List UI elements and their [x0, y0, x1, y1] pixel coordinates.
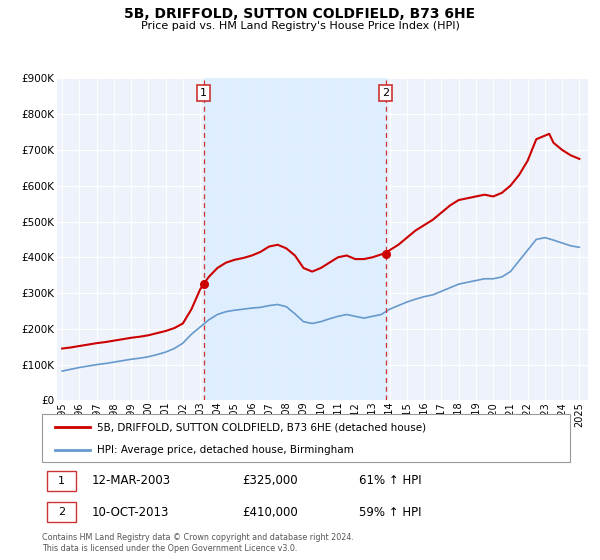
Text: HPI: Average price, detached house, Birmingham: HPI: Average price, detached house, Birm… [97, 445, 354, 455]
Text: 2: 2 [58, 507, 65, 517]
Text: 1: 1 [200, 88, 207, 98]
Text: £325,000: £325,000 [242, 474, 298, 487]
Text: 1: 1 [58, 476, 65, 486]
Text: £410,000: £410,000 [242, 506, 298, 519]
FancyBboxPatch shape [47, 502, 76, 522]
Text: 12-MAR-2003: 12-MAR-2003 [92, 474, 171, 487]
Text: 2: 2 [382, 88, 389, 98]
Text: 59% ↑ HPI: 59% ↑ HPI [359, 506, 421, 519]
Text: 10-OCT-2013: 10-OCT-2013 [92, 506, 170, 519]
Text: 5B, DRIFFOLD, SUTTON COLDFIELD, B73 6HE (detached house): 5B, DRIFFOLD, SUTTON COLDFIELD, B73 6HE … [97, 422, 427, 432]
Text: 61% ↑ HPI: 61% ↑ HPI [359, 474, 421, 487]
Bar [203, 78, 386, 400]
Text: 5B, DRIFFOLD, SUTTON COLDFIELD, B73 6HE: 5B, DRIFFOLD, SUTTON COLDFIELD, B73 6HE [124, 7, 476, 21]
FancyBboxPatch shape [47, 471, 76, 491]
Text: Price paid vs. HM Land Registry's House Price Index (HPI): Price paid vs. HM Land Registry's House … [140, 21, 460, 31]
Text: Contains HM Land Registry data © Crown copyright and database right 2024.
This d: Contains HM Land Registry data © Crown c… [42, 533, 354, 553]
FancyBboxPatch shape [42, 414, 570, 462]
